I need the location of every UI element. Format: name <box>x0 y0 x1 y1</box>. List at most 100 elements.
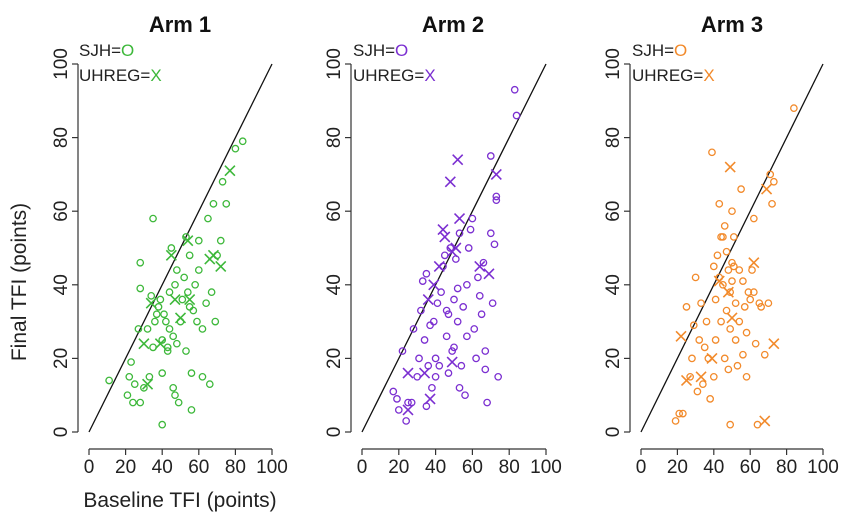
data-point-sjh <box>726 288 735 297</box>
data-point-sjh <box>209 199 218 208</box>
data-point-sjh <box>450 343 458 352</box>
data-point-uhreg <box>402 404 414 416</box>
data-point-sjh <box>479 258 488 267</box>
data-point-sjh <box>728 207 736 216</box>
data-point-sjh <box>686 372 694 381</box>
legend-entry-uhreg: UHREG=X <box>353 66 436 85</box>
panel-title: Arm 3 <box>701 12 763 37</box>
data-point-sjh <box>709 372 718 381</box>
data-point-sjh <box>136 258 145 267</box>
data-point-sjh <box>722 306 731 315</box>
y-tick-label: 0 <box>51 427 72 438</box>
data-point-sjh <box>735 266 744 274</box>
data-point-sjh <box>740 303 749 311</box>
data-point-uhreg <box>675 330 687 342</box>
y-tick-label: 100 <box>51 48 72 80</box>
x-marker-stroke <box>713 275 725 287</box>
data-point-sjh <box>194 236 203 245</box>
data-point-sjh <box>222 199 231 208</box>
data-point-sjh <box>748 266 756 274</box>
data-point-sjh <box>189 306 198 315</box>
x-marker-stroke <box>437 224 449 236</box>
data-point-sjh <box>453 317 462 326</box>
data-point-sjh <box>420 336 429 344</box>
x-marker-stroke <box>490 168 502 180</box>
data-point-uhreg <box>428 279 440 291</box>
y-tick-label: 40 <box>324 274 345 295</box>
data-point-sjh <box>728 258 736 267</box>
y-tick-label: 40 <box>603 274 624 295</box>
data-point-uhreg <box>174 312 187 324</box>
x-tick-label: 80 <box>499 457 520 478</box>
x-tick-label: 0 <box>636 457 647 478</box>
x-marker-stroke <box>761 183 773 195</box>
data-point-sjh <box>205 380 214 389</box>
data-point-sjh <box>682 303 691 311</box>
x-marker-stroke <box>450 242 462 254</box>
x-marker-stroke <box>145 297 157 309</box>
data-point-sjh <box>202 299 210 308</box>
data-point-sjh <box>709 262 718 271</box>
legend-entry-uhreg: UHREG=X <box>79 66 162 85</box>
data-point-sjh <box>671 417 680 425</box>
y-tick-label: 80 <box>324 127 345 148</box>
data-point-uhreg <box>437 224 449 236</box>
data-point-sjh <box>715 199 724 208</box>
data-point-uhreg <box>433 260 445 272</box>
data-point-sjh <box>413 372 422 381</box>
data-point-sjh <box>739 277 747 285</box>
data-point-uhreg <box>439 231 451 243</box>
data-point-sjh <box>693 387 702 396</box>
legend-label: UHREG= <box>79 66 150 85</box>
data-point-sjh <box>169 332 178 341</box>
data-point-sjh <box>428 383 436 392</box>
data-point-sjh <box>481 365 490 374</box>
y-axis-label: Final TFI (points) <box>8 203 31 361</box>
data-point-sjh <box>238 137 247 146</box>
x-marker-stroke <box>224 165 236 177</box>
data-point-uhreg <box>450 242 462 254</box>
data-point-sjh <box>149 343 157 352</box>
data-point-sjh <box>415 354 423 363</box>
legend-label: SJH= <box>632 41 674 60</box>
x-tick-label: 60 <box>188 457 209 478</box>
y-tick-label: 60 <box>51 201 72 222</box>
data-point-uhreg <box>444 176 456 188</box>
data-point-sjh <box>448 347 457 355</box>
data-point-sjh <box>724 266 733 274</box>
data-point-sjh <box>702 317 711 326</box>
data-point-sjh <box>749 214 758 223</box>
data-point-sjh <box>720 354 729 363</box>
data-point-sjh <box>450 295 458 304</box>
x-tick-label: 0 <box>357 457 368 478</box>
x-tick-label: 100 <box>530 457 562 478</box>
data-point-uhreg <box>402 367 414 379</box>
panel-arm-1: Arm 1 SJH=O UHREG=X 0 0 20 20 40 40 60 60 80 80 10… <box>51 12 288 478</box>
data-point-sjh <box>442 306 451 315</box>
data-point-uhreg <box>224 165 236 177</box>
data-point-sjh <box>492 196 501 205</box>
data-point-sjh <box>167 244 176 252</box>
data-point-sjh <box>187 406 196 414</box>
data-point-sjh <box>185 303 194 311</box>
legend-entry-sjh: SJH=O <box>632 41 687 60</box>
data-point-uhreg <box>695 371 707 383</box>
panel-title: Arm 2 <box>422 12 484 37</box>
x-tick-label: 20 <box>667 457 688 478</box>
data-point-sjh <box>437 288 445 297</box>
data-point-sjh <box>163 347 172 355</box>
x-marker-stroke <box>483 268 495 280</box>
x-marker-stroke <box>695 371 707 383</box>
data-point-uhreg <box>706 352 718 364</box>
x-marker-stroke <box>474 260 486 272</box>
data-point-sjh <box>451 255 460 263</box>
data-point-sjh <box>422 402 431 411</box>
data-point-sjh <box>675 409 684 418</box>
data-point-sjh <box>433 299 442 308</box>
data-point-sjh <box>426 321 434 330</box>
x-marker-stroke <box>675 330 687 342</box>
data-point-sjh <box>688 354 696 363</box>
legend-label: SJH= <box>353 41 395 60</box>
data-point-sjh <box>165 325 174 333</box>
